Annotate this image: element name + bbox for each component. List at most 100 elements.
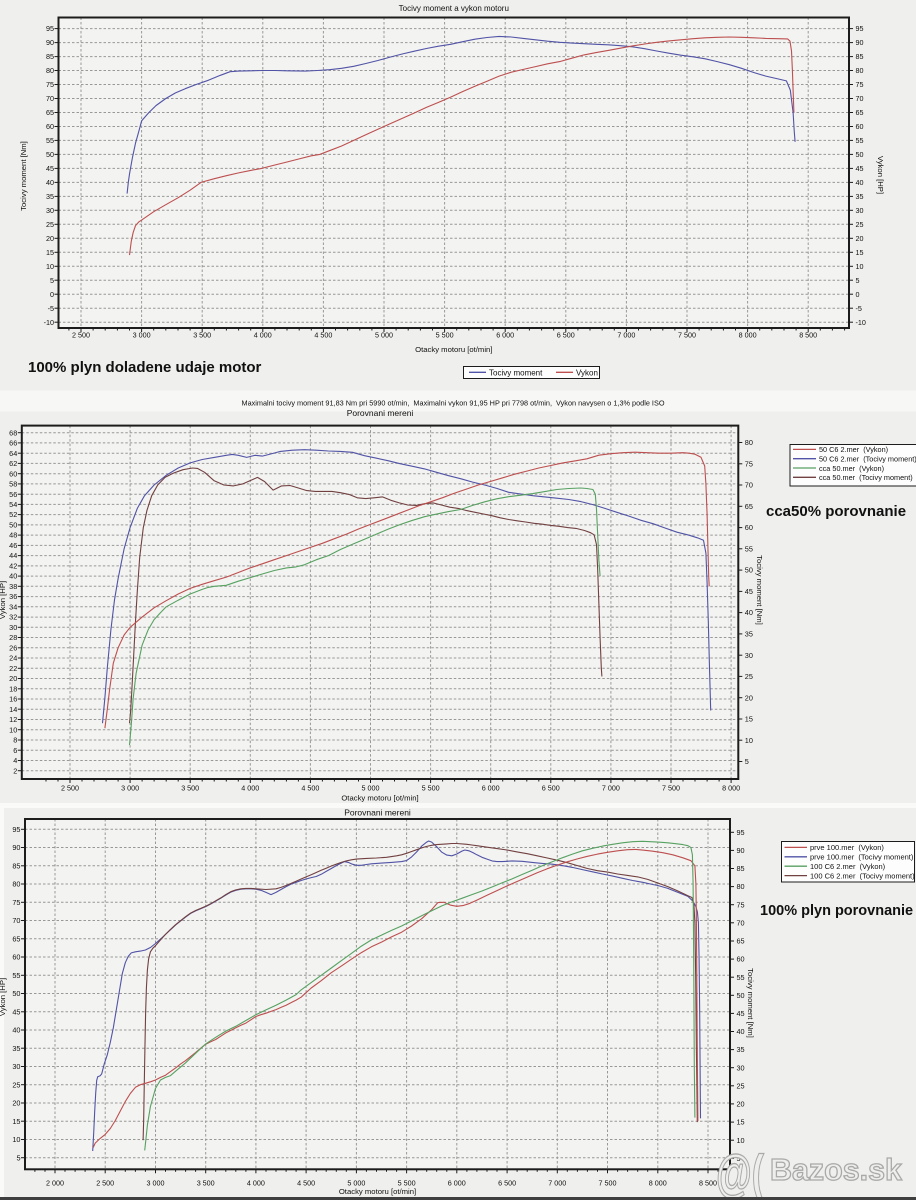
- svg-text:12: 12: [9, 715, 17, 724]
- svg-text:45: 45: [737, 1009, 745, 1018]
- svg-text:7 500: 7 500: [678, 331, 696, 340]
- svg-text:-10: -10: [44, 318, 54, 327]
- svg-text:2 000: 2 000: [46, 1179, 64, 1188]
- svg-text:30: 30: [12, 1062, 20, 1071]
- svg-text:-5: -5: [48, 304, 54, 313]
- svg-text:38: 38: [9, 582, 17, 591]
- svg-text:35: 35: [737, 1045, 745, 1054]
- svg-text:6 500: 6 500: [498, 1179, 516, 1188]
- svg-text:35: 35: [46, 192, 54, 201]
- svg-text:Vykon [HP]: Vykon [HP]: [876, 156, 885, 194]
- svg-text:66: 66: [9, 439, 17, 448]
- svg-text:5: 5: [16, 1153, 20, 1162]
- svg-text:Otacky motoru [ot/min]: Otacky motoru [ot/min]: [415, 345, 492, 354]
- svg-text:55: 55: [856, 136, 864, 145]
- svg-text:60: 60: [856, 122, 864, 131]
- svg-text:7 000: 7 000: [617, 331, 635, 340]
- svg-text:Tocivy moment [Nm]: Tocivy moment [Nm]: [755, 555, 764, 625]
- svg-text:22: 22: [9, 664, 17, 673]
- svg-text:2 500: 2 500: [72, 331, 90, 340]
- svg-text:50: 50: [745, 566, 753, 575]
- svg-text:40: 40: [9, 572, 17, 581]
- svg-text:0: 0: [856, 290, 860, 299]
- svg-text:5 000: 5 000: [347, 1179, 365, 1188]
- svg-text:95: 95: [46, 24, 54, 33]
- svg-text:75: 75: [737, 900, 745, 909]
- svg-text:5: 5: [50, 276, 54, 285]
- svg-text:Bazos.sk: Bazos.sk: [770, 1152, 903, 1187]
- svg-text:56: 56: [9, 490, 17, 499]
- svg-text:100% plyn doladene udaje motor: 100% plyn doladene udaje motor: [28, 359, 262, 376]
- svg-text:15: 15: [737, 1118, 745, 1127]
- svg-text:85: 85: [12, 861, 20, 870]
- svg-text:65: 65: [46, 108, 54, 117]
- svg-text:95: 95: [12, 825, 20, 834]
- svg-text:42: 42: [9, 562, 17, 571]
- svg-text:90: 90: [46, 38, 54, 47]
- svg-text:20: 20: [12, 1099, 20, 1108]
- svg-text:6 500: 6 500: [542, 784, 560, 793]
- svg-text:35: 35: [12, 1044, 20, 1053]
- svg-text:8 000: 8 000: [722, 784, 740, 793]
- svg-text:Porovnani mereni: Porovnani mereni: [347, 408, 414, 418]
- svg-text:15: 15: [46, 248, 54, 257]
- svg-text:5 000: 5 000: [362, 784, 380, 793]
- svg-text:5: 5: [737, 1154, 741, 1163]
- svg-text:30: 30: [745, 651, 753, 660]
- svg-text:6 000: 6 000: [496, 331, 514, 340]
- svg-text:65: 65: [745, 502, 753, 511]
- svg-text:30: 30: [46, 206, 54, 215]
- svg-text:10: 10: [745, 736, 753, 745]
- svg-text:100 C6 2.mer (Vykon): 100 C6 2.mer (Vykon): [810, 862, 886, 871]
- svg-text:Otacky motoru [ot/min]: Otacky motoru [ot/min]: [341, 794, 418, 803]
- svg-text:55: 55: [745, 544, 753, 553]
- svg-text:25: 25: [856, 220, 864, 229]
- svg-text:20: 20: [745, 693, 753, 702]
- svg-text:7 000: 7 000: [602, 784, 620, 793]
- svg-text:Tocivy moment [Nm]: Tocivy moment [Nm]: [746, 968, 755, 1038]
- svg-text:4 000: 4 000: [241, 784, 259, 793]
- svg-text:36: 36: [9, 592, 17, 601]
- svg-text:8 000: 8 000: [649, 1179, 667, 1188]
- svg-text:46: 46: [9, 541, 17, 550]
- svg-text:20: 20: [856, 234, 864, 243]
- svg-text:Vykon [HP]: Vykon [HP]: [0, 581, 7, 619]
- svg-text:7 500: 7 500: [662, 784, 680, 793]
- svg-text:20: 20: [737, 1100, 745, 1109]
- svg-text:52: 52: [9, 510, 17, 519]
- svg-text:10: 10: [856, 262, 864, 271]
- svg-text:95: 95: [856, 24, 864, 33]
- svg-text:90: 90: [12, 843, 20, 852]
- svg-text:90: 90: [856, 38, 864, 47]
- svg-text:58: 58: [9, 480, 17, 489]
- svg-text:28: 28: [9, 633, 17, 642]
- svg-text:55: 55: [12, 971, 20, 980]
- svg-text:Tocivy moment: Tocivy moment: [489, 368, 543, 377]
- svg-text:6 500: 6 500: [557, 331, 575, 340]
- svg-text:Tocivy moment a vykon motoru: Tocivy moment a vykon motoru: [399, 4, 509, 13]
- svg-text:5 000: 5 000: [375, 331, 393, 340]
- svg-text:60: 60: [9, 469, 17, 478]
- svg-text:0: 0: [50, 290, 54, 299]
- svg-text:50 C6 2.mer (Tocivy moment): 50 C6 2.mer (Tocivy moment): [819, 455, 916, 464]
- svg-text:7 500: 7 500: [599, 1179, 617, 1188]
- svg-text:Vykon: Vykon: [576, 368, 598, 377]
- svg-text:95: 95: [737, 828, 745, 837]
- svg-text:15: 15: [745, 715, 753, 724]
- svg-text:70: 70: [12, 916, 20, 925]
- svg-text:-10: -10: [856, 318, 866, 327]
- svg-text:3 000: 3 000: [121, 784, 139, 793]
- svg-text:10: 10: [737, 1136, 745, 1145]
- svg-text:62: 62: [9, 459, 17, 468]
- svg-text:18: 18: [9, 684, 17, 693]
- svg-text:45: 45: [745, 587, 753, 596]
- svg-text:5: 5: [745, 757, 749, 766]
- svg-text:8 500: 8 500: [799, 331, 817, 340]
- svg-text:45: 45: [856, 164, 864, 173]
- svg-text:24: 24: [9, 654, 17, 663]
- svg-text:75: 75: [856, 80, 864, 89]
- svg-text:Tocivy moment [Nm]: Tocivy moment [Nm]: [19, 141, 28, 211]
- svg-text:35: 35: [745, 630, 753, 639]
- svg-text:60: 60: [46, 122, 54, 131]
- svg-text:80: 80: [745, 438, 753, 447]
